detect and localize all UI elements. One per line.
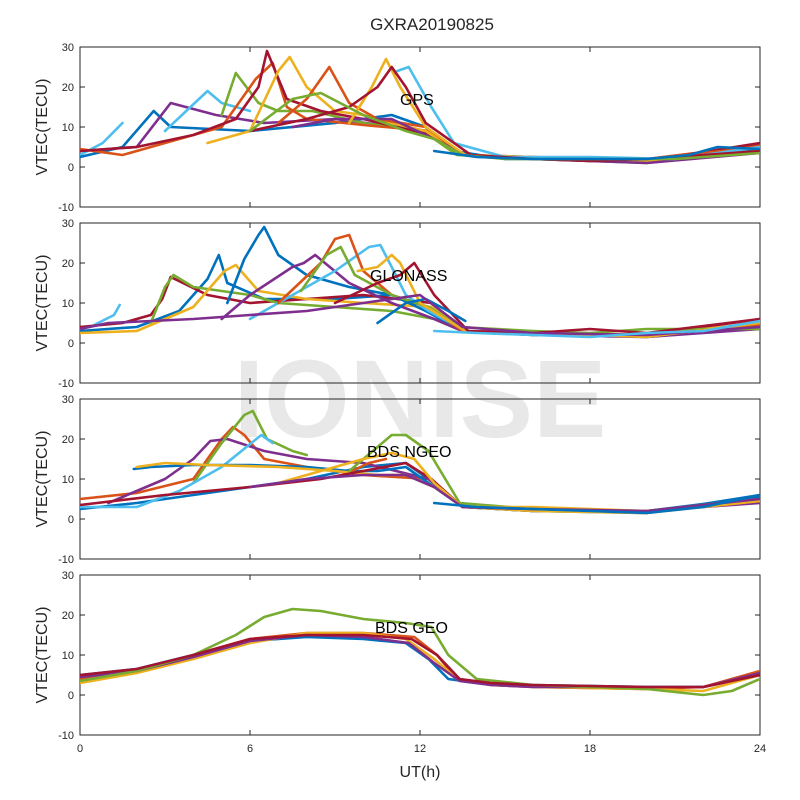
series-line-8	[350, 457, 388, 473]
y-axis-label: VTEC(TECU)	[34, 431, 51, 528]
y-tick-label: 20	[62, 258, 74, 270]
series-line-15	[432, 145, 760, 161]
y-tick-label: 10	[62, 650, 74, 662]
y-tick-label: 30	[62, 42, 74, 54]
y-tick-label: 20	[62, 610, 74, 622]
y-tick-label: 30	[62, 394, 74, 406]
y-tick-label: 20	[62, 434, 74, 446]
y-axis-label: VTEC(TECU)	[34, 79, 51, 176]
y-tick-label: 0	[68, 514, 74, 526]
y-tick-label: 30	[62, 570, 74, 582]
y-tick-label: 10	[62, 474, 74, 486]
series-group	[80, 225, 760, 339]
y-tick-label: -10	[58, 730, 74, 742]
y-tick-label: 20	[62, 82, 74, 94]
y-tick-label: 0	[68, 338, 74, 350]
constellation-label: GPS	[400, 92, 434, 109]
x-tick-label: 12	[414, 743, 426, 755]
figure-title: GXRA20190825	[370, 15, 494, 34]
series-line-13	[248, 65, 760, 163]
constellation-label: GLONASS	[370, 268, 447, 285]
y-tick-label: 10	[62, 298, 74, 310]
y-tick-label: 0	[68, 162, 74, 174]
series-group	[80, 607, 760, 697]
subplot-gps: -10 0 10 20 30 VTEC(TECU) GPS	[34, 42, 761, 214]
constellation-label: BDS GEO	[375, 620, 448, 637]
series-line-13	[432, 493, 760, 515]
x-tick-label: 6	[247, 743, 253, 755]
x-axis-label: UT(h)	[400, 764, 441, 781]
x-tick-label: 0	[77, 743, 83, 755]
series-line-7	[220, 253, 760, 339]
y-tick-label: -10	[58, 378, 74, 390]
subplot-bds-ngeo: -10 0 10 20 30 VTEC(TECU) BDS NGEO	[34, 394, 761, 566]
y-tick-label: -10	[58, 202, 74, 214]
series-group	[80, 49, 760, 165]
series-line-1	[92, 303, 121, 327]
series-line-14	[80, 293, 760, 337]
series-line-5	[80, 607, 760, 697]
x-tick-label: 24	[754, 743, 766, 755]
series-line-5	[80, 433, 275, 509]
subplot-glonass: -10 0 10 20 30 VTEC(TECU) GLONASS	[34, 218, 761, 390]
series-line-8	[248, 243, 760, 337]
series-line-15	[432, 319, 760, 339]
y-tick-label: 10	[62, 122, 74, 134]
y-tick-label: 0	[68, 690, 74, 702]
series-line-12	[248, 473, 760, 513]
y-axis-label: VTEC(TECU)	[34, 255, 51, 352]
series-line-4	[192, 409, 309, 485]
constellation-label: BDS NGEO	[367, 444, 451, 461]
y-tick-label: 30	[62, 218, 74, 230]
series-line-9	[80, 461, 760, 513]
x-tick-label: 18	[584, 743, 596, 755]
y-tick-label: -10	[58, 554, 74, 566]
series-line-6	[80, 633, 760, 689]
plot-area	[79, 574, 761, 736]
series-line-4	[163, 89, 252, 133]
series-group	[80, 409, 760, 515]
series-line-5	[220, 71, 760, 165]
y-axis-label: VTEC(TECU)	[34, 607, 51, 704]
series-line-11	[347, 57, 760, 161]
series-line-11	[276, 451, 760, 513]
